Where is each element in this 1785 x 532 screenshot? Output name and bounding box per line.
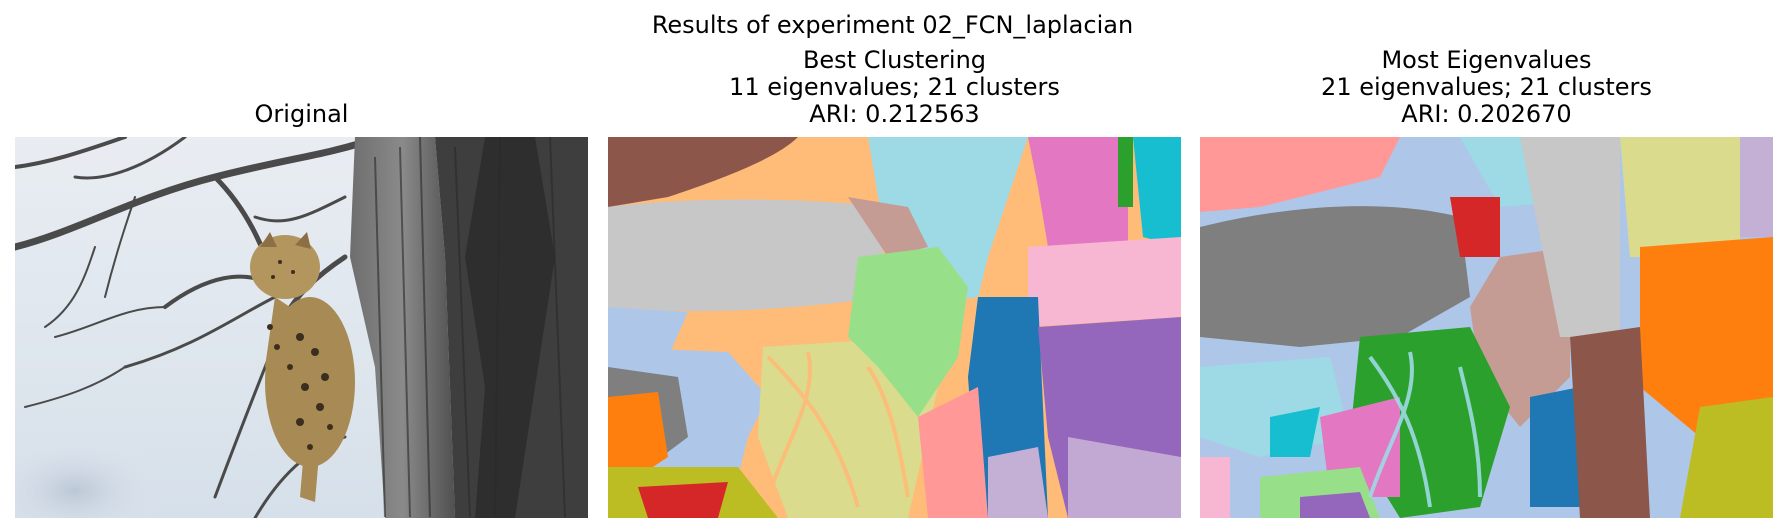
panel-original-image: [15, 137, 588, 518]
panel-most-eigenvalues-title: Most Eigenvalues 21 eigenvalues; 21 clus…: [1200, 47, 1773, 128]
panel-best-clustering-title-line2: 11 eigenvalues; 21 clusters: [729, 73, 1060, 101]
panel-best-clustering-image: [608, 137, 1181, 518]
panel-most-eigenvalues-image: [1200, 137, 1773, 518]
panel-original-title-line1: Original: [254, 100, 349, 128]
most-eigenvalues-map: [1200, 137, 1773, 518]
panel-best-clustering-title: Best Clustering 11 eigenvalues; 21 clust…: [608, 47, 1181, 128]
panel-most-eigenvalues-title-line2: 21 eigenvalues; 21 clusters: [1321, 73, 1652, 101]
best-clustering-map: [608, 137, 1181, 518]
panel-most-eigenvalues-title-line1: Most Eigenvalues: [1381, 46, 1592, 74]
figure-suptitle: Results of experiment 02_FCN_laplacian: [651, 11, 1134, 39]
panel-best-clustering-title-line3: ARI: 0.212563: [809, 100, 980, 128]
panel-most-eigenvalues-title-line3: ARI: 0.202670: [1401, 100, 1572, 128]
panel-best-clustering-title-line1: Best Clustering: [802, 46, 987, 74]
leopard-photo: [15, 137, 588, 518]
panel-original-title: Original: [15, 101, 588, 128]
